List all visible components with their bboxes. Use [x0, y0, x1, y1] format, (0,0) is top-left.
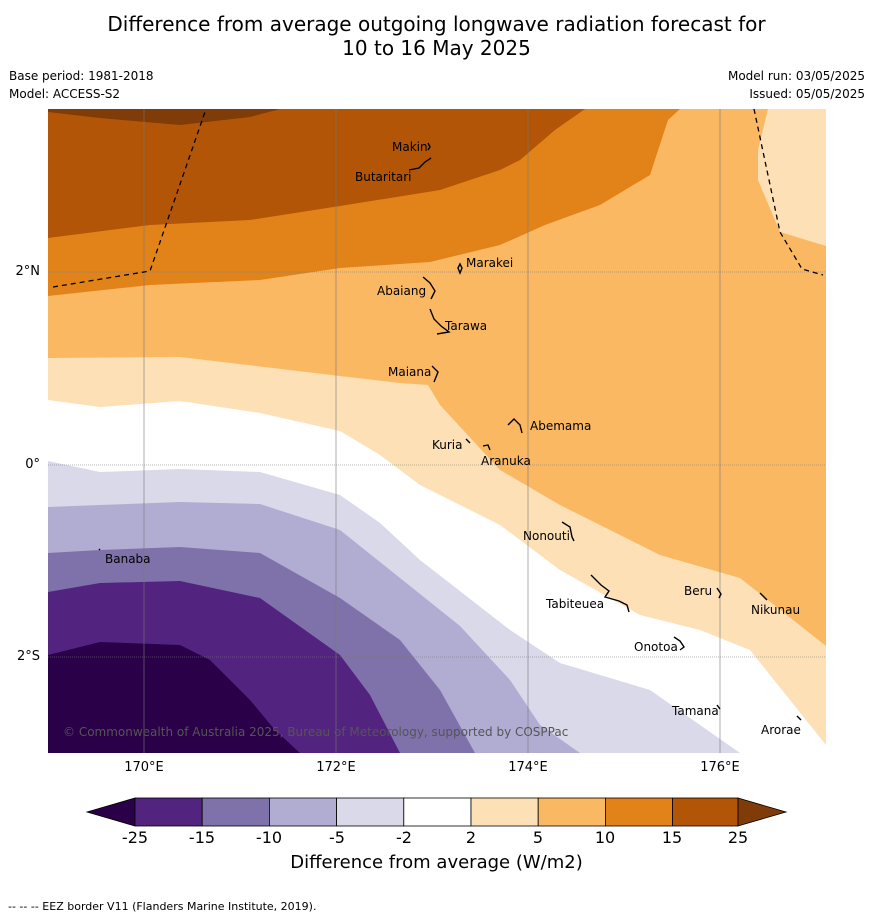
colorbar-segment-minus2-2: [403, 797, 472, 827]
label-nonouti: Nonouti: [523, 529, 570, 543]
colorbar-tick: -10: [255, 828, 283, 847]
island-maiana: [431, 365, 439, 383]
colorbar-tick: 10: [594, 828, 616, 847]
colorbar-tick: 2: [465, 828, 477, 847]
title-line-2: 10 to 16 May 2025: [342, 36, 531, 60]
colorbar-tick: 15: [661, 828, 683, 847]
meta-left: Base period: 1981-2018 Model: ACCESS-S2: [9, 67, 154, 103]
island-nikunau: [759, 592, 768, 601]
eez-line-east: [753, 108, 824, 276]
colorbar-segment-minus10-minus5: [268, 797, 337, 827]
issued-date: Issued: 05/05/2025: [749, 87, 865, 101]
eez-footer-note: -- -- -- EEZ border V11 (Flanders Marine…: [8, 900, 317, 913]
label-banaba: Banaba: [105, 552, 151, 566]
band-15-25: [48, 109, 585, 238]
label-arorae: Arorae: [761, 723, 801, 737]
copyright-notice: © Commonwealth of Australia 2025, Bureau…: [63, 725, 568, 739]
lon-label-172e: 172°E: [316, 760, 356, 775]
island-tarawa: [429, 308, 451, 335]
base-period: Base period: 1981-2018: [9, 69, 154, 83]
island-butaritari: [408, 157, 432, 171]
label-abemama: Abemama: [530, 419, 591, 433]
island-outlines: [98, 142, 802, 721]
label-tamana: Tamana: [671, 704, 719, 718]
label-maiana: Maiana: [388, 365, 431, 379]
label-abaiang: Abaiang: [377, 284, 426, 298]
colorbar-segment-minus25-minus15: [134, 797, 203, 827]
label-makin: Makin: [392, 140, 428, 154]
lat-label-0: 0°: [25, 457, 40, 472]
island-onotoa: [673, 636, 685, 651]
island-banaba: [98, 548, 101, 551]
colorbar-segment-10-15: [605, 797, 674, 827]
island-tamana: [716, 704, 721, 710]
island-tabiteuea: [590, 574, 630, 613]
island-kuria: [465, 438, 471, 444]
label-tarawa: Tarawa: [444, 319, 487, 333]
colorbar-tick: -25: [121, 828, 149, 847]
label-onotoa: Onotoa: [634, 640, 678, 654]
title-line-1: Difference from average outgoing longwav…: [107, 12, 766, 36]
colorbar-segment-15-25: [672, 797, 739, 827]
lon-label-174e: 174°E: [508, 760, 548, 775]
label-nikunau: Nikunau: [751, 603, 800, 617]
island-makin: [427, 142, 431, 151]
colorbar-segment-2-5: [470, 797, 539, 827]
lat-label-2s: 2°S: [16, 649, 40, 664]
lat-label-2n: 2°N: [15, 264, 41, 279]
place-labels: Makin Butaritari Marakei Abaiang Tarawa …: [105, 140, 801, 737]
colorbar: [85, 797, 788, 827]
eez-border: [52, 108, 824, 288]
model-run: Model run: 03/05/2025: [727, 69, 865, 83]
island-beru: [716, 587, 722, 599]
lon-label-176e: 176°E: [700, 760, 740, 775]
island-marakei: [457, 262, 463, 275]
label-beru: Beru: [684, 584, 712, 598]
island-abaiang: [422, 276, 436, 300]
label-marakei: Marakei: [466, 256, 513, 270]
meta-right: Model run: 03/05/2025 Issued: 05/05/2025: [728, 67, 865, 103]
colorbar-label: Difference from average (W/m2): [290, 852, 583, 873]
island-aranuka: [482, 444, 491, 451]
island-abemama: [507, 418, 523, 434]
band-above-25: [48, 109, 280, 125]
lon-label-170e: 170°E: [124, 760, 164, 775]
colorbar-segment-minus5-minus2: [336, 797, 405, 827]
colorbar-segment-5-10: [537, 797, 606, 827]
label-butaritari: Butaritari: [355, 170, 412, 184]
map-title: Difference from average outgoing longwav…: [0, 12, 873, 60]
band-below-minus25: [48, 642, 300, 753]
band-2-5-upper-right: [758, 109, 826, 246]
colorbar-extension-high: [737, 797, 788, 827]
colorbar-tick: 5: [532, 828, 544, 847]
colorbar-extension-low: [85, 797, 136, 827]
colorbar-tick: -2: [396, 828, 412, 847]
grid-lines: [48, 109, 826, 753]
model-name: Model: ACCESS-S2: [9, 87, 121, 101]
colorbar-tick: -5: [329, 828, 345, 847]
island-arorae: [796, 715, 802, 721]
colorbar-segment-minus15-minus10: [201, 797, 270, 827]
label-tabiteuea: Tabiteuea: [545, 597, 604, 611]
label-aranuka: Aranuka: [481, 454, 531, 468]
colorbar-tick: -15: [188, 828, 216, 847]
contour-fills: [48, 109, 826, 753]
island-nonouti: [561, 521, 575, 542]
colorbar-tick: 25: [727, 828, 749, 847]
label-kuria: Kuria: [432, 438, 463, 452]
